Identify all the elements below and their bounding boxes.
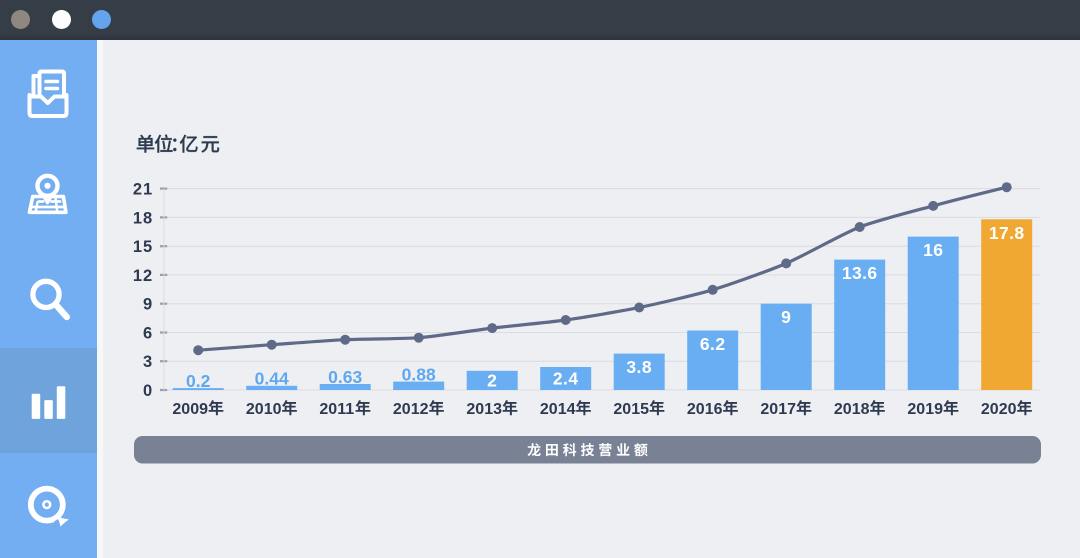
svg-text:18: 18 <box>133 209 153 227</box>
svg-text:3: 3 <box>143 353 153 371</box>
svg-text:2010: 2010 <box>246 401 282 418</box>
svg-text:2013: 2013 <box>466 401 502 418</box>
svg-text:2009: 2009 <box>172 401 208 418</box>
svg-text:15: 15 <box>133 238 153 256</box>
svg-text:0.63: 0.63 <box>328 367 362 387</box>
svg-text:6.2: 6.2 <box>700 334 726 354</box>
svg-text:21: 21 <box>133 181 153 199</box>
svg-text:2017: 2017 <box>760 401 796 418</box>
svg-text:2.4: 2.4 <box>553 369 579 389</box>
svg-text:2015: 2015 <box>613 401 649 418</box>
svg-text:2020: 2020 <box>981 401 1017 418</box>
svg-text:2018: 2018 <box>834 401 870 418</box>
svg-text:9: 9 <box>781 307 791 327</box>
svg-text:2014: 2014 <box>540 401 576 418</box>
svg-text:0.2: 0.2 <box>186 371 211 391</box>
svg-text:12: 12 <box>133 267 153 285</box>
svg-text:2: 2 <box>487 371 497 391</box>
svg-text:3.8: 3.8 <box>626 357 652 377</box>
svg-text:2016: 2016 <box>687 401 723 418</box>
svg-text:0: 0 <box>143 382 153 400</box>
svg-text:9: 9 <box>143 296 153 314</box>
svg-text:2011: 2011 <box>319 401 354 418</box>
svg-text:16: 16 <box>923 240 943 260</box>
svg-text:0.44: 0.44 <box>255 369 289 389</box>
svg-text:13.6: 13.6 <box>842 263 878 283</box>
svg-text:0.88: 0.88 <box>402 364 436 384</box>
svg-text:17.8: 17.8 <box>989 223 1025 243</box>
svg-text:2019: 2019 <box>907 401 943 418</box>
svg-text:6: 6 <box>143 324 153 342</box>
svg-text:2012: 2012 <box>393 401 429 418</box>
